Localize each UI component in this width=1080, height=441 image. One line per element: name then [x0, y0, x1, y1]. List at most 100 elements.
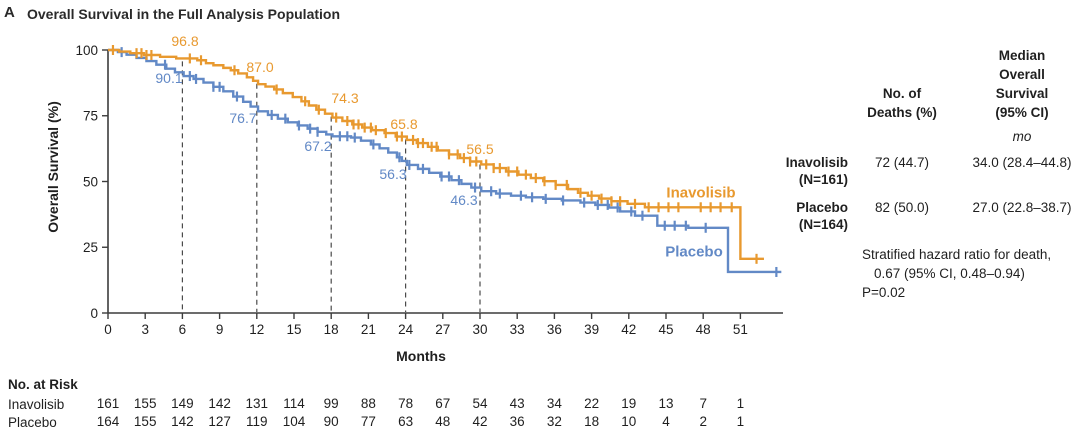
- risk-value-placebo-21: 77: [361, 414, 376, 429]
- risk-value-placebo-18: 90: [324, 414, 339, 429]
- x-tick-label: 15: [286, 322, 301, 337]
- unit-label: mo: [1012, 129, 1032, 144]
- risk-value-inavolisib-36: 34: [547, 396, 563, 411]
- median-value-placebo: 27.0 (22.8–38.7): [972, 200, 1072, 215]
- risk-value-placebo-12: 119: [246, 414, 268, 429]
- y-tick-label: 0: [90, 306, 98, 321]
- risk-value-placebo-51: 1: [737, 414, 745, 429]
- risk-value-inavolisib-21: 88: [361, 396, 376, 411]
- milestone-label-placebo-12: 76.7: [229, 110, 257, 126]
- y-tick-label: 100: [75, 43, 98, 58]
- legend-label-placebo: Placebo: [665, 243, 723, 261]
- summary-row-n-placebo: (N=164): [798, 217, 848, 232]
- risk-value-placebo-45: 4: [662, 414, 670, 429]
- risk-value-placebo-24: 63: [398, 414, 413, 429]
- summary-row-n-inavolisib: (N=161): [798, 172, 848, 187]
- p-value: P=0.02: [862, 285, 906, 300]
- milestone-label-inavolisib-24: 65.8: [390, 116, 418, 132]
- risk-value-placebo-39: 18: [584, 414, 599, 429]
- x-tick-label: 39: [584, 322, 599, 337]
- risk-value-placebo-3: 155: [134, 414, 157, 429]
- summary-row-label-placebo: Placebo: [796, 200, 848, 215]
- risk-value-inavolisib-9: 142: [208, 396, 231, 411]
- x-tick-label: 27: [435, 322, 450, 337]
- risk-row-label-inavolisib: Inavolisib: [8, 397, 65, 412]
- risk-value-inavolisib-12: 131: [246, 396, 269, 411]
- milestone-label-placebo-24: 56.3: [379, 166, 407, 182]
- risk-value-placebo-6: 142: [171, 414, 194, 429]
- milestone-label-inavolisib-30: 56.5: [466, 141, 494, 157]
- y-axis-label: Overall Survival (%): [45, 101, 61, 233]
- risk-value-placebo-42: 10: [621, 414, 636, 429]
- legend-label-inavolisib: Inavolisib: [666, 184, 736, 202]
- risk-value-inavolisib-18: 99: [324, 396, 339, 411]
- milestone-label-placebo-30: 46.3: [450, 192, 478, 208]
- x-tick-label: 42: [621, 322, 636, 337]
- risk-value-inavolisib-48: 7: [699, 396, 707, 411]
- risk-value-placebo-48: 2: [699, 414, 707, 429]
- risk-value-inavolisib-42: 19: [621, 396, 636, 411]
- median-header-line3: Survival: [995, 86, 1049, 101]
- x-tick-label: 0: [104, 322, 112, 337]
- risk-value-inavolisib-27: 67: [435, 396, 450, 411]
- hazard-ratio-line2: 0.67 (95% CI, 0.48–0.94): [874, 266, 1025, 281]
- x-tick-label: 18: [324, 322, 339, 337]
- y-tick-label: 25: [83, 240, 98, 255]
- median-header-line1: Median: [998, 48, 1046, 63]
- risk-value-inavolisib-33: 43: [510, 396, 525, 411]
- x-tick-label: 24: [398, 322, 414, 337]
- x-axis-label: Months: [396, 348, 446, 364]
- x-tick-label: 21: [361, 322, 376, 337]
- x-tick-label: 3: [141, 322, 149, 337]
- x-tick-label: 51: [733, 322, 748, 337]
- risk-value-placebo-15: 104: [283, 414, 306, 429]
- deaths-header-line2: Deaths (%): [867, 105, 937, 120]
- median-column-header: Median Overall Survival (95% CI): [960, 46, 1080, 122]
- milestone-label-inavolisib-18: 74.3: [331, 90, 359, 106]
- deaths-value-inavolisib: 72 (44.7): [874, 155, 930, 170]
- summary-row-label-inavolisib: Inavolisib: [785, 155, 848, 170]
- x-tick-label: 33: [510, 322, 525, 337]
- deaths-header-line1: No. of: [882, 86, 922, 101]
- deaths-column-header: No. of Deaths (%): [850, 84, 954, 122]
- risk-value-inavolisib-30: 54: [472, 396, 488, 411]
- x-tick-label: 12: [249, 322, 264, 337]
- risk-value-inavolisib-51: 1: [737, 396, 745, 411]
- risk-table-title: No. at Risk: [8, 377, 78, 392]
- x-tick-label: 45: [658, 322, 673, 337]
- risk-row-label-placebo: Placebo: [8, 415, 57, 430]
- x-tick-label: 36: [547, 322, 562, 337]
- panel-label: A: [4, 4, 15, 21]
- x-tick-label: 9: [216, 322, 224, 337]
- risk-value-placebo-27: 48: [435, 414, 450, 429]
- milestone-label-inavolisib-12: 87.0: [246, 59, 274, 75]
- risk-value-inavolisib-3: 155: [134, 396, 157, 411]
- risk-value-inavolisib-0: 161: [97, 396, 120, 411]
- risk-value-inavolisib-15: 114: [283, 396, 305, 411]
- median-header-line2: Overall: [999, 67, 1045, 82]
- risk-value-inavolisib-6: 149: [171, 396, 194, 411]
- milestone-label-placebo-18: 67.2: [304, 138, 332, 154]
- risk-value-inavolisib-45: 13: [658, 396, 673, 411]
- risk-value-inavolisib-39: 22: [584, 396, 599, 411]
- risk-value-inavolisib-24: 78: [398, 396, 413, 411]
- y-tick-label: 75: [83, 109, 98, 124]
- milestone-label-inavolisib-6: 96.8: [171, 33, 199, 49]
- milestone-label-placebo-6: 90.1: [155, 70, 183, 86]
- x-tick-label: 30: [472, 322, 487, 337]
- risk-value-placebo-33: 36: [510, 414, 525, 429]
- risk-value-placebo-36: 32: [547, 414, 562, 429]
- risk-value-placebo-0: 164: [97, 414, 120, 429]
- deaths-value-placebo: 82 (50.0): [874, 200, 930, 215]
- risk-value-placebo-9: 127: [208, 414, 231, 429]
- figure-title: Overall Survival in the Full Analysis Po…: [27, 6, 341, 22]
- risk-value-placebo-30: 42: [472, 414, 487, 429]
- x-tick-label: 6: [179, 322, 187, 337]
- y-tick-label: 50: [83, 174, 98, 189]
- x-tick-label: 48: [696, 322, 711, 337]
- hazard-ratio-line1: Stratified hazard ratio for death,: [862, 247, 1052, 262]
- km-curve-placebo: [108, 48, 782, 274]
- median-header-line4: (95% CI): [995, 105, 1049, 120]
